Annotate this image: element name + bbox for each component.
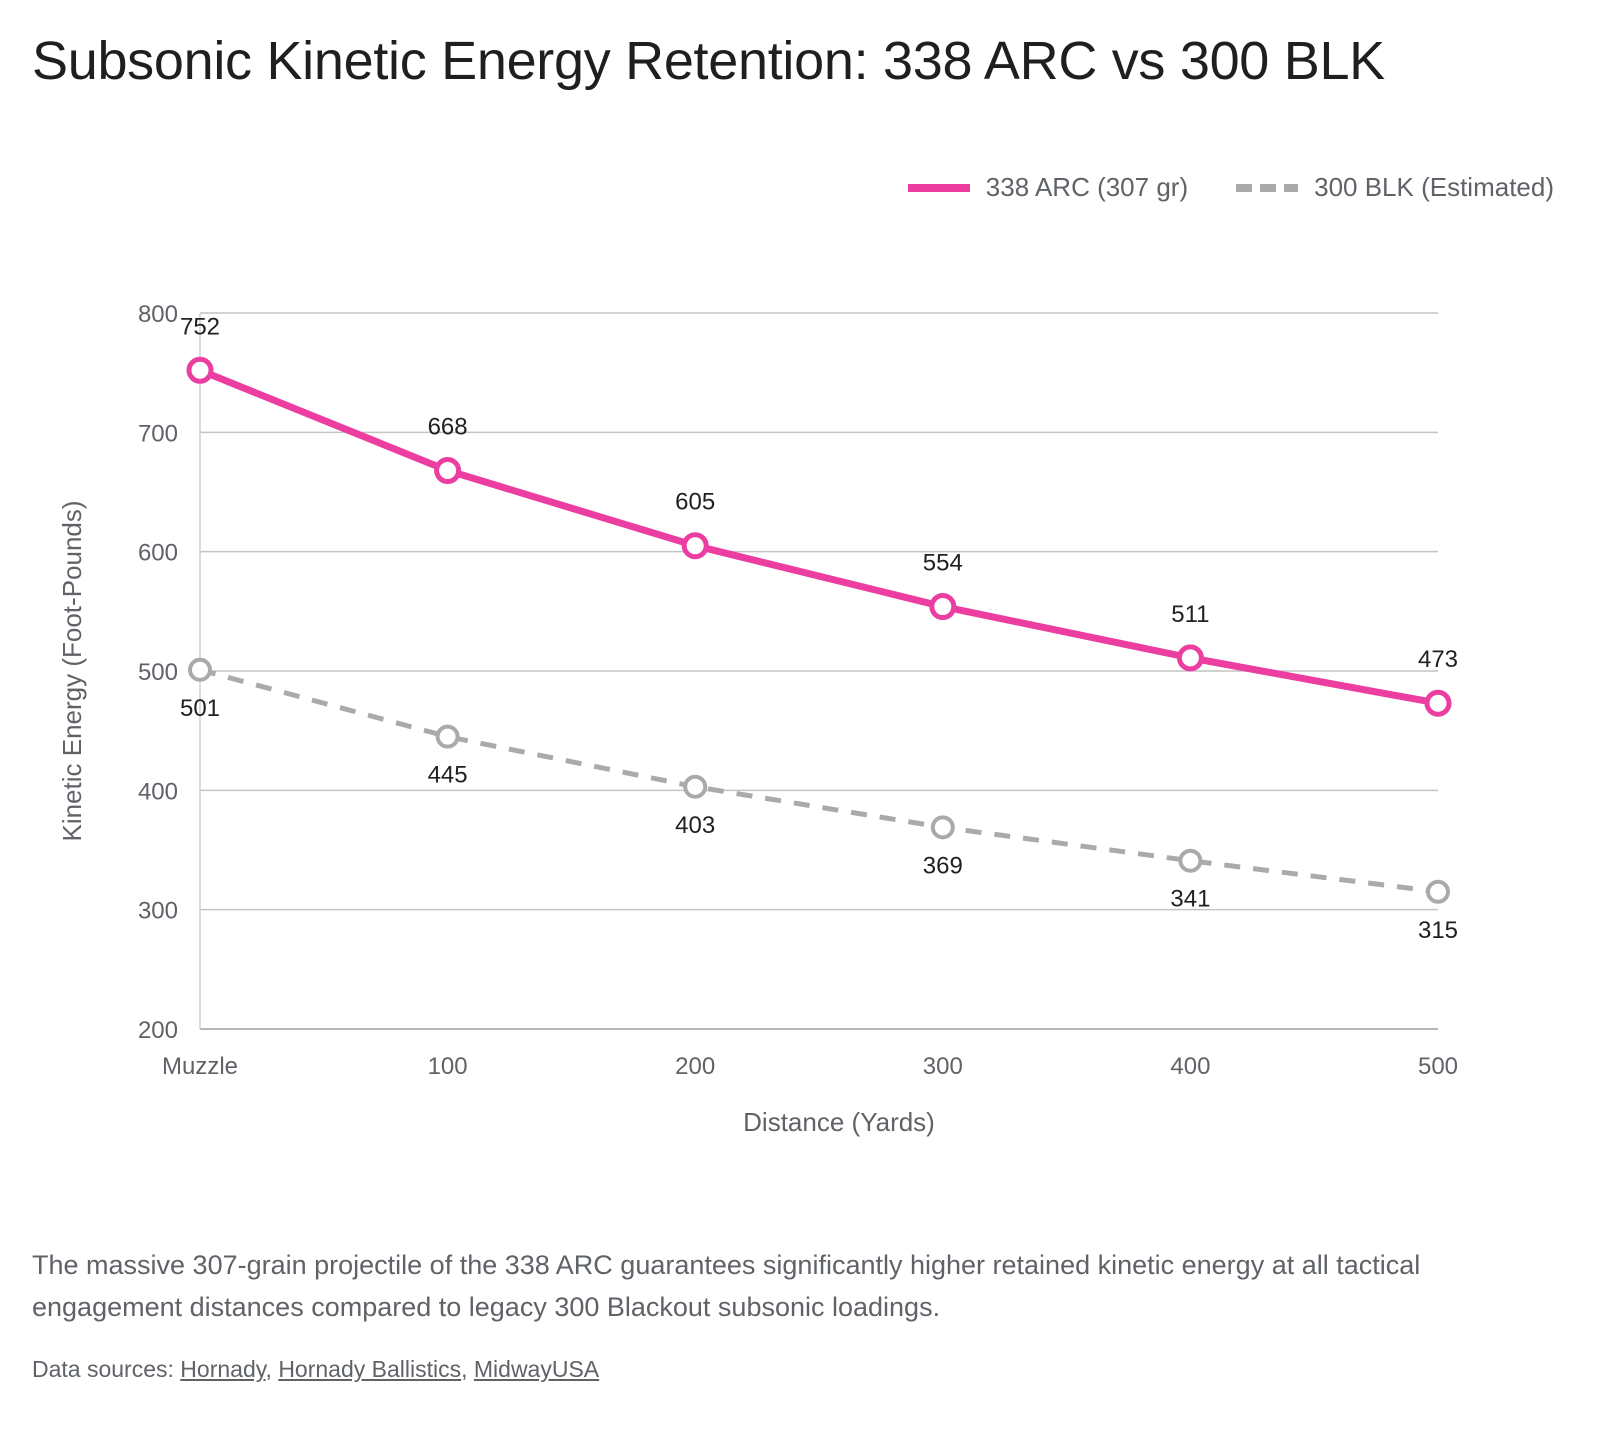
y-tick-label-500: 500	[138, 659, 178, 686]
data-point-338-arc-0	[186, 356, 214, 384]
x-tick-label-500: 500	[1418, 1053, 1458, 1080]
data-point-338-arc-4	[1176, 644, 1204, 672]
legend-item-338-arc[interactable]: 338 ARC (307 gr)	[907, 172, 1189, 203]
data-point-300-blk-2	[683, 774, 708, 799]
data-point-338-arc-3	[929, 593, 957, 621]
data-label-300-blk-5: 315	[1418, 917, 1458, 944]
data-label-338-arc-3: 554	[923, 550, 963, 577]
y-tick-label-400: 400	[138, 778, 178, 805]
legend-label-300-blk: 300 BLK (Estimated)	[1314, 172, 1554, 202]
series-line-338-arc	[196, 366, 1442, 707]
data-label-338-arc-5: 473	[1418, 646, 1458, 673]
data-label-300-blk-2: 403	[675, 812, 715, 839]
data-label-338-arc-1: 668	[428, 414, 468, 441]
x-tick-label-200: 200	[675, 1053, 715, 1080]
data-label-300-blk-0: 501	[180, 695, 220, 722]
data-label-338-arc-0: 752	[180, 313, 220, 340]
y-tick-label-800: 800	[138, 301, 178, 328]
y-tick-label-700: 700	[138, 420, 178, 447]
source-link-hornady[interactable]: Hornady	[180, 1356, 266, 1382]
source-link-midwayusa[interactable]: MidwayUSA	[473, 1356, 600, 1382]
data-point-338-arc-1	[434, 457, 462, 485]
data-label-300-blk-1: 445	[428, 762, 468, 789]
data-point-300-blk-4	[1178, 848, 1203, 873]
x-tick-label-muzzle: Muzzle	[162, 1053, 238, 1080]
data-label-300-blk-4: 341	[1170, 886, 1210, 913]
data-label-338-arc-4: 511	[1171, 601, 1209, 628]
source-link-hornady-ballistics[interactable]: Hornady Ballistics	[278, 1356, 462, 1382]
chart-caption: The massive 307-grain projectile of the …	[32, 1250, 1421, 1322]
data-point-300-blk-0	[188, 657, 212, 682]
data-point-338-arc-5	[1424, 689, 1452, 717]
sources-prefix: Data sources:	[32, 1356, 181, 1382]
data-label-300-blk-3: 369	[923, 852, 963, 879]
chart-title: Subsonic Kinetic Energy Retention: 338 A…	[32, 31, 1385, 91]
data-point-338-arc-2	[681, 532, 709, 560]
data-point-300-blk-1	[435, 724, 460, 749]
x-tick-label-300: 300	[923, 1053, 963, 1080]
legend-swatch-338-arc	[907, 183, 970, 192]
data-point-300-blk-5	[1426, 879, 1450, 904]
data-point-300-blk-3	[930, 815, 955, 840]
x-axis-title: Distance (Yards)	[743, 1107, 935, 1137]
legend-label-338-arc: 338 ARC (307 gr)	[985, 172, 1189, 202]
series-line-300-blk	[199, 667, 1439, 895]
x-tick-label-400: 400	[1170, 1053, 1210, 1080]
legend-item-300-blk[interactable]: 300 BLK (Estimated)	[1236, 172, 1554, 203]
sources-separator: ,	[461, 1356, 474, 1382]
y-axis-title: Kinetic Energy (Foot-Pounds)	[57, 500, 87, 841]
chart-legend: 338 ARC (307 gr) 300 BLK (Estimated)	[860, 172, 1554, 203]
data-sources: Data sources: Hornady, Hornady Ballistic…	[32, 1356, 599, 1383]
sources-separator: ,	[265, 1356, 279, 1382]
y-tick-label-600: 600	[138, 540, 178, 567]
data-label-338-arc-2: 605	[675, 489, 715, 516]
line-chart: 200 300 400 500 600 700 800 Muzzle 100 200 300 400 5…	[57, 301, 1458, 1137]
legend-swatch-300-blk	[1236, 183, 1299, 192]
x-tick-label-100: 100	[428, 1053, 468, 1080]
y-tick-label-200: 200	[138, 1017, 178, 1044]
y-tick-label-300: 300	[138, 898, 178, 925]
